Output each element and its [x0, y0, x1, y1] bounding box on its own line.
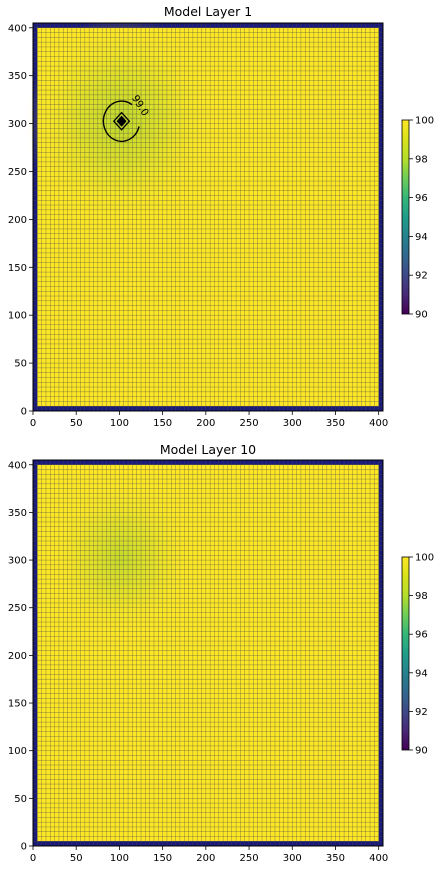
- colorbar-tick-label: 98: [415, 591, 428, 602]
- x-tick-label: 50: [70, 418, 83, 429]
- x-axis: 0 50 100 150 200 250 300 350 400: [30, 846, 388, 864]
- x-tick-label: 0: [30, 853, 36, 864]
- plot-frame: [32, 22, 384, 412]
- y-axis: 0 50 100 150 200 250 300 350 400: [8, 460, 33, 853]
- y-tick-label: 0: [21, 407, 27, 418]
- colorbar-tick-label: 94: [415, 668, 428, 679]
- colorbar-tick-label: 96: [415, 193, 428, 204]
- x-tick-label: 0: [30, 418, 36, 429]
- chart-title: Model Layer 1: [164, 4, 252, 19]
- y-tick-label: 400: [8, 23, 27, 34]
- colorbar-tick-label: 100: [415, 553, 434, 564]
- x-tick-label: 350: [326, 853, 345, 864]
- y-tick-label: 150: [8, 699, 27, 710]
- colorbar-gradient: [401, 119, 410, 315]
- x-tick-label: 250: [240, 418, 259, 429]
- model-grid: [32, 22, 384, 412]
- plot-frame: [32, 459, 384, 847]
- y-tick-label: 350: [8, 71, 27, 82]
- colorbar-tick-label: 92: [415, 271, 428, 282]
- chart-title: Model Layer 10: [160, 442, 256, 457]
- y-tick-label: 350: [8, 508, 27, 519]
- colorbar-tick-label: 94: [415, 232, 428, 243]
- y-tick-label: 100: [8, 311, 27, 322]
- colorbar-tick-label: 96: [415, 630, 428, 641]
- y-tick-label: 50: [14, 359, 27, 370]
- x-tick-label: 350: [326, 418, 345, 429]
- plot-area: [32, 459, 384, 847]
- y-tick-label: 200: [8, 215, 27, 226]
- colorbar-tick-label: 90: [415, 310, 428, 321]
- y-tick-label: 150: [8, 263, 27, 274]
- plot-area: 99.0: [26, 15, 384, 412]
- y-tick-label: 100: [8, 746, 27, 757]
- x-tick-label: 200: [196, 418, 215, 429]
- y-tick-label: 200: [8, 651, 27, 662]
- x-tick-label: 200: [196, 853, 215, 864]
- x-tick-label: 100: [110, 853, 129, 864]
- model-grid: [32, 459, 384, 847]
- x-tick-label: 250: [240, 853, 259, 864]
- contour-line: [116, 115, 127, 127]
- colorbar-tick-label: 100: [415, 116, 434, 127]
- colorbar-gradient: [401, 556, 410, 751]
- colorbar: 90 92 94 96 98 100: [401, 116, 434, 321]
- x-tick-label: 400: [369, 853, 388, 864]
- y-tick-label: 400: [8, 460, 27, 471]
- y-tick-label: 300: [8, 119, 27, 130]
- x-tick-label: 100: [110, 418, 129, 429]
- x-tick-label: 300: [283, 418, 302, 429]
- x-tick-label: 300: [283, 853, 302, 864]
- y-axis: 0 50 100 150 200 250 300 350 400: [8, 23, 33, 418]
- colorbar-tick-label: 90: [415, 746, 428, 757]
- colorbar-tick-label: 98: [415, 154, 428, 165]
- colorbar: 90 92 94 96 98 100: [401, 553, 434, 757]
- contour-line: [112, 111, 131, 131]
- panel-layer-1: Model Layer 1 99.0 0 50 100 150 200 250 300 350…: [8, 4, 434, 429]
- y-tick-label: 250: [8, 603, 27, 614]
- y-tick-label: 0: [21, 842, 27, 853]
- y-tick-label: 300: [8, 556, 27, 567]
- x-axis: 0 50 100 150 200 250 300 350 400: [30, 411, 388, 429]
- y-tick-label: 250: [8, 167, 27, 178]
- x-tick-label: 400: [369, 418, 388, 429]
- y-tick-label: 50: [14, 794, 27, 805]
- drawdown-cone: [48, 476, 196, 639]
- panel-layer-10: Model Layer 10 0 50 100 150 200 250 300 350 400 …: [8, 442, 434, 864]
- x-tick-label: 150: [153, 853, 172, 864]
- colorbar-tick-label: 92: [415, 707, 428, 718]
- contour-line: [102, 100, 140, 142]
- x-tick-label: 150: [153, 418, 172, 429]
- x-tick-label: 50: [70, 853, 83, 864]
